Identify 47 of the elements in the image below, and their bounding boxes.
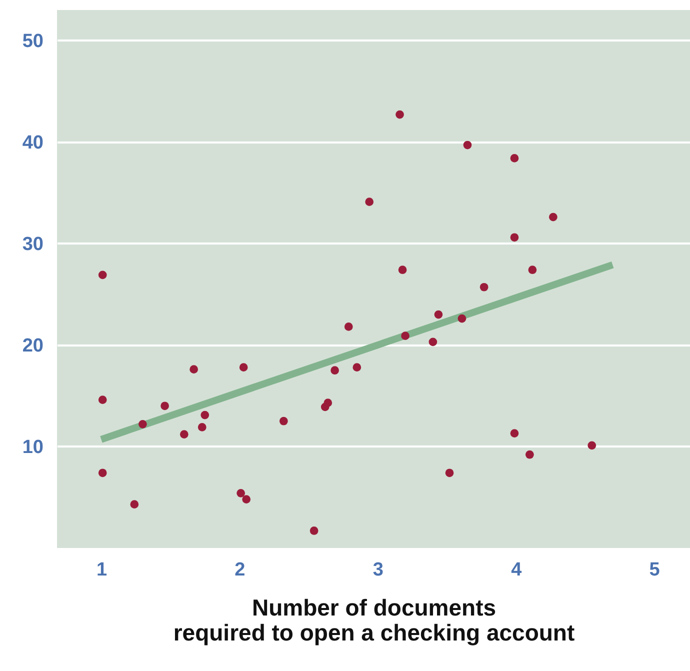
- x-tick-label: 1: [96, 560, 108, 580]
- point: [130, 500, 139, 509]
- point: [198, 423, 206, 432]
- point: [138, 420, 147, 428]
- point: [365, 198, 374, 206]
- x-axis-title: Number of documents required to open a checking account: [173, 594, 575, 646]
- point: [190, 365, 198, 374]
- point: [428, 338, 438, 346]
- point: [310, 526, 318, 535]
- point: [396, 110, 404, 119]
- point: [434, 310, 443, 319]
- y-tick-label: 50: [22, 30, 44, 52]
- point: [352, 363, 362, 372]
- point: [510, 429, 519, 438]
- point: [398, 266, 407, 274]
- y-tick-label: 30: [22, 234, 44, 255]
- point: [344, 322, 353, 331]
- point: [98, 396, 107, 404]
- point: [239, 363, 248, 372]
- point: [98, 468, 107, 478]
- point: [401, 332, 410, 340]
- y-tick-label: 10: [22, 436, 44, 458]
- point: [548, 212, 558, 222]
- x-tick-label: 3: [372, 560, 384, 580]
- point: [200, 410, 210, 420]
- point: [588, 441, 596, 450]
- y-tick-label: 20: [22, 335, 44, 356]
- point: [98, 270, 107, 280]
- point: [528, 266, 537, 274]
- point: [279, 416, 288, 426]
- x-tick-label: 2: [234, 560, 246, 580]
- y-tick-label: 40: [22, 132, 44, 154]
- point: [525, 450, 534, 459]
- point: [445, 468, 454, 478]
- point: [324, 398, 332, 408]
- x-tick-label: 5: [649, 560, 660, 580]
- point: [242, 495, 251, 504]
- point: [180, 430, 188, 438]
- point: [463, 140, 472, 150]
- point: [160, 402, 169, 410]
- x-tick-label: 4: [511, 560, 522, 580]
- point: [510, 154, 519, 162]
- point: [330, 366, 339, 375]
- point: [458, 314, 466, 323]
- point: [236, 489, 245, 498]
- point: [510, 233, 519, 242]
- point: [480, 282, 488, 292]
